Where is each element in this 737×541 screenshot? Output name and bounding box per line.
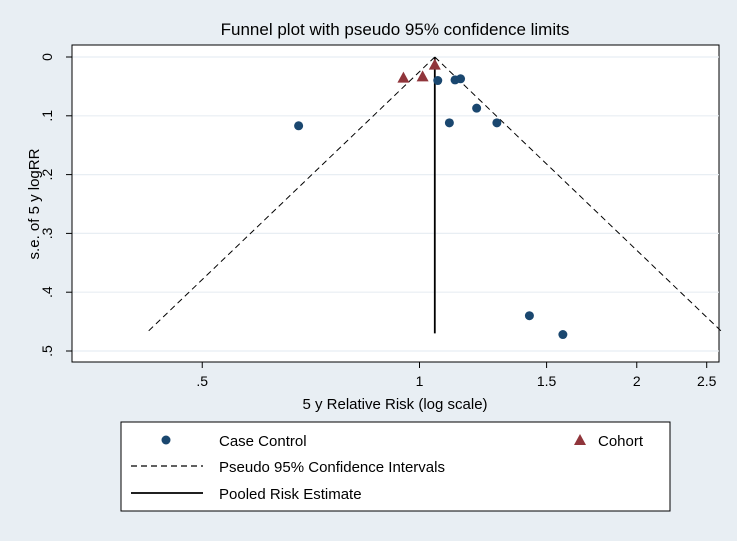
case-control-point <box>558 330 568 340</box>
legend-label-pseudo-ci: Pseudo 95% Confidence Intervals <box>219 459 445 476</box>
y-tick-label: .2 <box>39 169 55 181</box>
case-control-point <box>444 118 454 128</box>
y-tick-label: .1 <box>39 110 55 122</box>
case-control-point <box>433 76 443 86</box>
data-markers <box>294 58 568 340</box>
x-tick-label: .5 <box>196 373 208 389</box>
y-tick-label: .3 <box>39 227 55 239</box>
legend: Case Control Cohort Pseudo 95% Confidenc… <box>120 421 671 512</box>
x-axis-label: 5 y Relative Risk (log scale) <box>302 396 487 413</box>
cohort-point <box>428 58 441 70</box>
y-axis-label: s.e. of 5 y logRR <box>26 148 43 259</box>
y-tick-label: .4 <box>39 286 55 298</box>
legend-label-pooled: Pooled Risk Estimate <box>219 486 362 503</box>
ci-line-upper <box>434 56 724 334</box>
ci-line-lower <box>145 56 436 334</box>
chart-title: Funnel plot with pseudo 95% confidence l… <box>221 20 570 39</box>
y-tick-label: 0 <box>39 53 55 61</box>
cohort-point <box>397 71 410 83</box>
plot-area <box>71 44 720 363</box>
legend-triangle-icon <box>574 434 586 445</box>
y-tick-label: .5 <box>39 345 55 357</box>
legend-circle-icon <box>161 435 171 445</box>
legend-label-cohort: Cohort <box>598 433 644 450</box>
x-axis-ticks: .5 1 1.5 2 2.5 <box>196 362 717 389</box>
x-tick-label: 1.5 <box>537 373 557 389</box>
case-control-point <box>492 118 502 128</box>
legend-label-case-control: Case Control <box>219 433 307 450</box>
case-control-point <box>524 311 534 321</box>
y-axis-ticks: 0 .1 .2 .3 .4 .5 <box>39 53 72 357</box>
x-tick-label: 2 <box>633 373 641 389</box>
case-control-point <box>294 121 304 131</box>
grid-lines <box>72 56 719 352</box>
x-tick-label: 2.5 <box>697 373 717 389</box>
confidence-interval-lines <box>145 56 724 334</box>
cohort-point <box>416 70 429 82</box>
x-tick-label: 1 <box>416 373 424 389</box>
case-control-point <box>472 103 482 113</box>
case-control-point <box>456 74 466 84</box>
